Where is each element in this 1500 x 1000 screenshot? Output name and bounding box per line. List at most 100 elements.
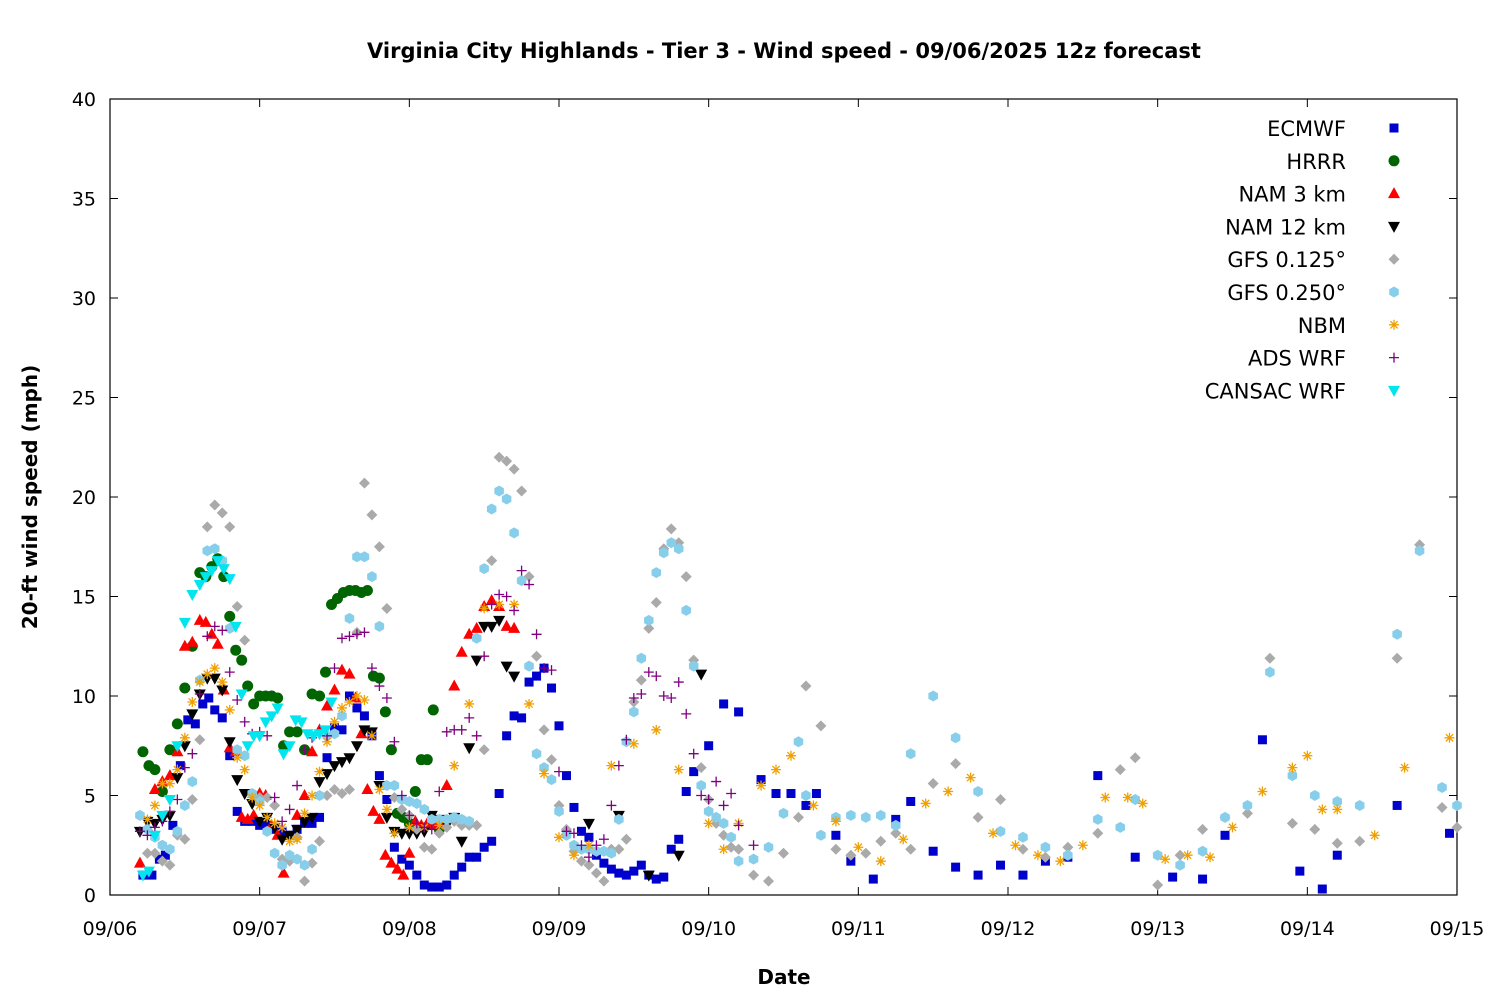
data-point bbox=[920, 798, 931, 809]
data-point bbox=[726, 788, 737, 799]
data-point bbox=[1129, 752, 1141, 764]
data-point bbox=[830, 843, 842, 855]
data-point bbox=[1287, 762, 1298, 773]
data-point bbox=[748, 853, 759, 865]
series-ecmwf bbox=[138, 663, 1455, 894]
data-point bbox=[1317, 804, 1328, 815]
data-point bbox=[763, 875, 775, 887]
data-point bbox=[137, 746, 149, 758]
data-point bbox=[409, 786, 421, 798]
data-point bbox=[582, 818, 595, 830]
data-point bbox=[455, 836, 468, 848]
data-point bbox=[800, 680, 812, 692]
data-point bbox=[463, 743, 476, 755]
data-point bbox=[262, 730, 273, 741]
data-point bbox=[344, 696, 355, 707]
data-point bbox=[1182, 850, 1193, 861]
data-point bbox=[224, 610, 236, 622]
series-hrrr bbox=[137, 553, 445, 835]
data-point bbox=[614, 813, 624, 825]
data-point bbox=[673, 543, 684, 555]
data-point bbox=[606, 864, 616, 874]
data-point bbox=[330, 723, 339, 733]
data-point bbox=[434, 786, 445, 797]
data-point bbox=[1220, 830, 1230, 840]
data-point bbox=[792, 811, 804, 823]
data-point bbox=[494, 599, 505, 610]
data-point bbox=[1436, 801, 1448, 813]
data-point bbox=[1437, 782, 1447, 794]
data-point bbox=[142, 866, 155, 878]
data-point bbox=[1332, 795, 1343, 807]
data-point bbox=[643, 667, 654, 678]
y-axis-label: 20-ft wind speed (mph) bbox=[18, 365, 42, 630]
data-point bbox=[382, 794, 392, 804]
data-point bbox=[509, 527, 519, 539]
data-point bbox=[635, 674, 647, 686]
data-point bbox=[1010, 840, 1021, 851]
data-point bbox=[269, 799, 281, 811]
data-point bbox=[1414, 545, 1425, 557]
data-point bbox=[636, 860, 646, 870]
data-point bbox=[397, 868, 410, 880]
data-point bbox=[202, 545, 213, 557]
data-point bbox=[1115, 821, 1126, 833]
data-point bbox=[328, 761, 341, 773]
data-point bbox=[292, 780, 303, 791]
data-point bbox=[202, 669, 213, 680]
data-point bbox=[1286, 817, 1298, 829]
data-point bbox=[711, 811, 721, 823]
data-point bbox=[830, 816, 841, 827]
data-point bbox=[187, 776, 198, 788]
data-point bbox=[164, 778, 175, 789]
data-point bbox=[516, 575, 527, 587]
data-point bbox=[1317, 884, 1327, 894]
data-point bbox=[726, 831, 736, 843]
data-point bbox=[569, 802, 579, 812]
data-point bbox=[1205, 852, 1216, 863]
data-point bbox=[628, 738, 639, 749]
data-point bbox=[547, 683, 557, 693]
data-point bbox=[1444, 732, 1455, 743]
data-point bbox=[651, 567, 662, 579]
data-point bbox=[568, 850, 579, 861]
data-point bbox=[531, 650, 543, 662]
data-point bbox=[470, 621, 483, 633]
legend-label: GFS 0.125° bbox=[1227, 248, 1346, 272]
data-point bbox=[218, 571, 230, 583]
data-point bbox=[277, 859, 287, 871]
data-point bbox=[210, 543, 220, 555]
data-point bbox=[276, 834, 289, 846]
data-point bbox=[599, 845, 609, 857]
data-point bbox=[666, 692, 677, 703]
data-point bbox=[277, 866, 290, 878]
data-point bbox=[269, 818, 280, 829]
data-point bbox=[620, 833, 632, 845]
data-point bbox=[928, 690, 938, 702]
data-point bbox=[785, 750, 796, 761]
data-point bbox=[230, 644, 242, 656]
data-point bbox=[411, 823, 423, 835]
data-point bbox=[599, 858, 609, 868]
data-point bbox=[455, 645, 468, 657]
data-point bbox=[306, 812, 319, 824]
data-point bbox=[314, 766, 325, 777]
data-point bbox=[487, 836, 497, 846]
data-point bbox=[183, 715, 193, 725]
data-point bbox=[1040, 841, 1051, 853]
data-point bbox=[501, 455, 513, 467]
data-point bbox=[695, 762, 707, 774]
data-point bbox=[336, 788, 348, 800]
data-point bbox=[271, 703, 284, 715]
data-point bbox=[1265, 666, 1275, 678]
data-point bbox=[403, 846, 416, 858]
data-point bbox=[643, 622, 655, 634]
data-point bbox=[194, 689, 205, 700]
data-point bbox=[509, 711, 519, 721]
y-tick-label: 10 bbox=[72, 686, 96, 708]
data-point bbox=[606, 760, 617, 771]
legend-marker bbox=[1388, 155, 1400, 167]
data-point bbox=[236, 654, 248, 666]
data-point bbox=[343, 753, 356, 765]
x-tick-label: 09/08 bbox=[382, 918, 437, 940]
